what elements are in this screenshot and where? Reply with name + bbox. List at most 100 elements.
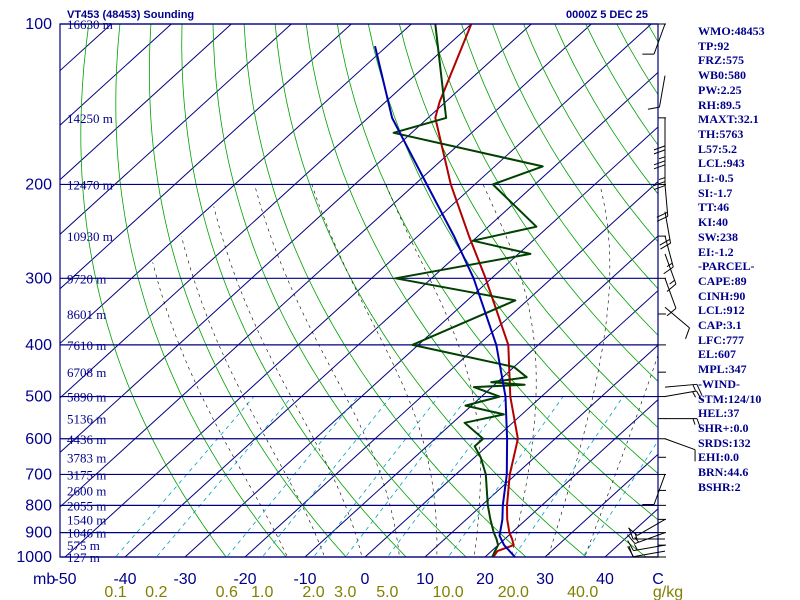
station-title: VT453 (48453) Sounding xyxy=(67,9,195,21)
dry-adiabat-line xyxy=(585,24,658,146)
mixing-ratio-label: 3.0 xyxy=(334,584,356,600)
wind-barb-flag xyxy=(666,307,677,317)
wind-barb-staff xyxy=(633,544,666,552)
pressure-tick-label: 900 xyxy=(25,525,52,542)
dry-adiabat-line xyxy=(367,24,658,474)
isotherm-line xyxy=(604,508,658,557)
dry-adiabat-line xyxy=(243,24,527,557)
dry-adiabat-line xyxy=(461,24,658,336)
isotherm-line xyxy=(60,24,172,126)
temperature-tick-label: -20 xyxy=(233,571,256,588)
wind-barb-flag xyxy=(653,145,666,151)
pressure-tick-label: 100 xyxy=(25,16,52,33)
index-value: L57:5.2 xyxy=(698,141,737,156)
mixing-ratio-line xyxy=(155,396,293,557)
temperature-tick-label: 30 xyxy=(536,571,554,588)
pressure-tick-label: 1000 xyxy=(16,549,52,566)
height-label: 12470 m xyxy=(67,177,113,192)
index-value: WB0:580 xyxy=(698,68,746,83)
height-label: 9720 m xyxy=(67,271,106,286)
mixing-ratio-line xyxy=(582,440,658,557)
moist-adiabat-line xyxy=(385,184,481,557)
mixing-ratio-label: 2.0 xyxy=(302,584,324,600)
temperature-unit-label: C xyxy=(652,571,664,588)
wind-barb-half-flag xyxy=(692,384,696,391)
height-label: 2055 m xyxy=(67,498,106,513)
index-value: TH:5763 xyxy=(698,126,744,141)
wind-barb-staff xyxy=(664,390,697,398)
isotherm-line xyxy=(60,24,592,508)
index-value: FRZ:575 xyxy=(698,53,744,68)
wind-barb-flag xyxy=(696,390,703,402)
wind-barb-half-flag xyxy=(692,418,696,425)
mixing-ratio-label: 5.0 xyxy=(376,584,398,600)
moist-adiabat-line xyxy=(213,206,363,557)
temperature-tick-label: 40 xyxy=(596,571,614,588)
index-value: SRDS:132 xyxy=(698,435,751,450)
isotherm-line xyxy=(64,24,652,557)
wind-barb-staff xyxy=(664,306,690,329)
index-value: BSHR:2 xyxy=(698,479,741,494)
pressure-tick-label: 300 xyxy=(25,270,52,287)
height-label: 6708 m xyxy=(67,365,106,380)
isotherm-line xyxy=(0,24,51,568)
index-value: SI:-1.7 xyxy=(698,185,733,200)
wind-barb-flag xyxy=(627,540,634,551)
wind-barb-half-flag xyxy=(692,391,697,398)
moist-adiabat-line xyxy=(584,354,658,557)
pressure-tick-label: 600 xyxy=(25,431,52,448)
moist-adiabat-line xyxy=(181,236,325,557)
index-value: EI:-1.2 xyxy=(698,244,734,259)
height-label: 5136 m xyxy=(67,412,106,427)
mixing-ratio-line xyxy=(313,396,439,557)
height-label: 1046 m xyxy=(67,526,106,541)
mixing-ratio-line xyxy=(115,396,255,557)
height-label: 3175 m xyxy=(67,467,106,482)
index-value: LFC:777 xyxy=(698,332,744,347)
wind-barb-staff xyxy=(653,23,666,55)
wind-barb-flag xyxy=(656,211,668,218)
mixing-ratio-line xyxy=(386,396,508,557)
pressure-tick-label: 800 xyxy=(25,497,52,514)
isotherm-line xyxy=(424,344,658,557)
isotherm-line xyxy=(484,399,658,557)
mixing-ratio-line xyxy=(447,396,564,557)
isotherm-line xyxy=(60,24,532,454)
dry-adiabat-line xyxy=(212,24,467,557)
mixing-ratio-unit-label: g/kg xyxy=(653,584,683,600)
dry-adiabat-line xyxy=(336,24,658,521)
mixing-ratio-label: 0.1 xyxy=(104,584,126,600)
index-value: RH:89.5 xyxy=(698,97,741,112)
index-value: -PARCEL- xyxy=(698,259,755,274)
isotherm-line xyxy=(184,126,658,557)
height-label: 5890 m xyxy=(67,390,106,405)
wind-barb-staff xyxy=(664,235,674,268)
plot-frame xyxy=(59,23,659,558)
height-label: 2600 m xyxy=(67,483,106,498)
height-label: 7610 m xyxy=(67,338,106,353)
profile-series xyxy=(374,24,544,557)
index-value: LI:-0.5 xyxy=(698,171,734,186)
wind-barb-staff xyxy=(664,184,669,217)
wind-barb-flag xyxy=(659,238,671,246)
isotherm-line xyxy=(124,71,658,557)
wind-barb-staff xyxy=(664,278,677,309)
wind-barb-flag xyxy=(627,534,636,544)
wind-barb-flag xyxy=(653,149,666,155)
plot-border xyxy=(59,23,659,558)
index-value: EL:607 xyxy=(698,347,737,362)
dry-adiabat-line xyxy=(181,24,407,557)
temperature-tick-label: 10 xyxy=(416,571,434,588)
dry-adiabat-line xyxy=(80,24,227,557)
temperature-tick-label: -10 xyxy=(293,571,316,588)
temperature-tick-label: -30 xyxy=(173,571,196,588)
wind-barb-flag xyxy=(696,384,703,396)
wind-barb-flag xyxy=(696,418,702,430)
height-label: 1540 m xyxy=(67,512,106,527)
wind-barb-flag xyxy=(685,327,690,340)
isotherm-line xyxy=(544,453,658,557)
index-value: LCL:912 xyxy=(698,303,745,318)
index-value: WMO:48453 xyxy=(698,24,765,38)
